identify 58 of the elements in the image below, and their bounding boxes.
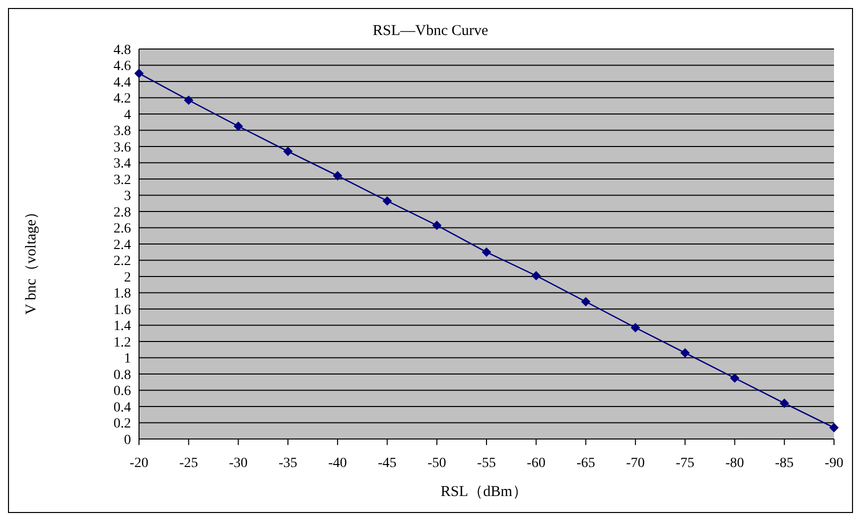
x-tick-label: -45 xyxy=(378,456,397,471)
y-tick-label: 0.8 xyxy=(114,368,131,383)
x-axis-title: RSL（dBm） xyxy=(440,483,528,501)
point xyxy=(581,297,590,306)
x-tick-label: -90 xyxy=(824,456,844,471)
x-tick-label: -55 xyxy=(477,456,496,471)
y-tick-label: 3.2 xyxy=(114,172,131,188)
x-tick-label: -85 xyxy=(775,456,794,471)
point xyxy=(382,196,392,206)
point xyxy=(680,348,690,358)
y-axis-title: V bnc（voltage） xyxy=(22,204,40,314)
point xyxy=(234,122,243,131)
point xyxy=(184,96,194,105)
y-tick-label: 4.4 xyxy=(114,75,131,90)
x-tick-label: -80 xyxy=(725,456,744,471)
x-tick-label: -25 xyxy=(179,456,198,471)
y-tick-label: 3.8 xyxy=(114,124,131,140)
y-tick-label: 1.8 xyxy=(114,286,131,302)
y-tick-label: 0 xyxy=(124,432,131,448)
y-tick-label: 4.6 xyxy=(114,59,131,74)
x-tick-label: -65 xyxy=(576,456,596,471)
x-tick-label: -20 xyxy=(130,456,148,471)
y-tick-label: 2.8 xyxy=(114,205,131,220)
y-tick-label: 3.4 xyxy=(114,156,131,172)
point xyxy=(432,220,442,230)
y-tick-label: 2.2 xyxy=(114,254,131,270)
point xyxy=(333,171,342,180)
point xyxy=(830,423,838,432)
y-tick-label: 4.2 xyxy=(114,92,131,107)
y-tick-label: 4.8 xyxy=(114,42,131,58)
y-tick-label: 0.2 xyxy=(114,416,131,432)
x-tick-label: -30 xyxy=(228,456,248,471)
y-tick-label: 0.4 xyxy=(114,400,131,416)
y-tick-label: 0.6 xyxy=(114,384,131,400)
y-tick-label: 4 xyxy=(124,108,131,123)
point xyxy=(730,374,740,383)
y-tick-label: 2 xyxy=(124,270,131,286)
point xyxy=(630,323,640,332)
x-tick-label: -70 xyxy=(626,456,645,471)
point xyxy=(532,271,541,280)
y-tick-label: 1 xyxy=(124,352,131,367)
y-tick-label: 1.2 xyxy=(114,335,131,350)
y-tick-label: 3.6 xyxy=(114,140,131,156)
point xyxy=(780,398,789,408)
x-tick-label: -50 xyxy=(428,456,446,471)
y-tick-label: 2.4 xyxy=(114,238,131,253)
y-tick-label: 2.6 xyxy=(114,222,131,237)
y-tick-label: 1.6 xyxy=(114,302,131,318)
x-tick-label: -35 xyxy=(278,456,298,471)
point xyxy=(482,248,491,257)
y-tick-label: 1.4 xyxy=(114,319,131,334)
point xyxy=(134,68,144,78)
point xyxy=(283,146,292,156)
x-tick-label: -60 xyxy=(526,456,546,471)
chart-title: RSL—Vbnc Curve xyxy=(372,23,490,40)
x-tick-label: -40 xyxy=(328,456,347,471)
y-tick-label: 3 xyxy=(124,189,131,204)
x-tick-label: -75 xyxy=(676,456,694,471)
